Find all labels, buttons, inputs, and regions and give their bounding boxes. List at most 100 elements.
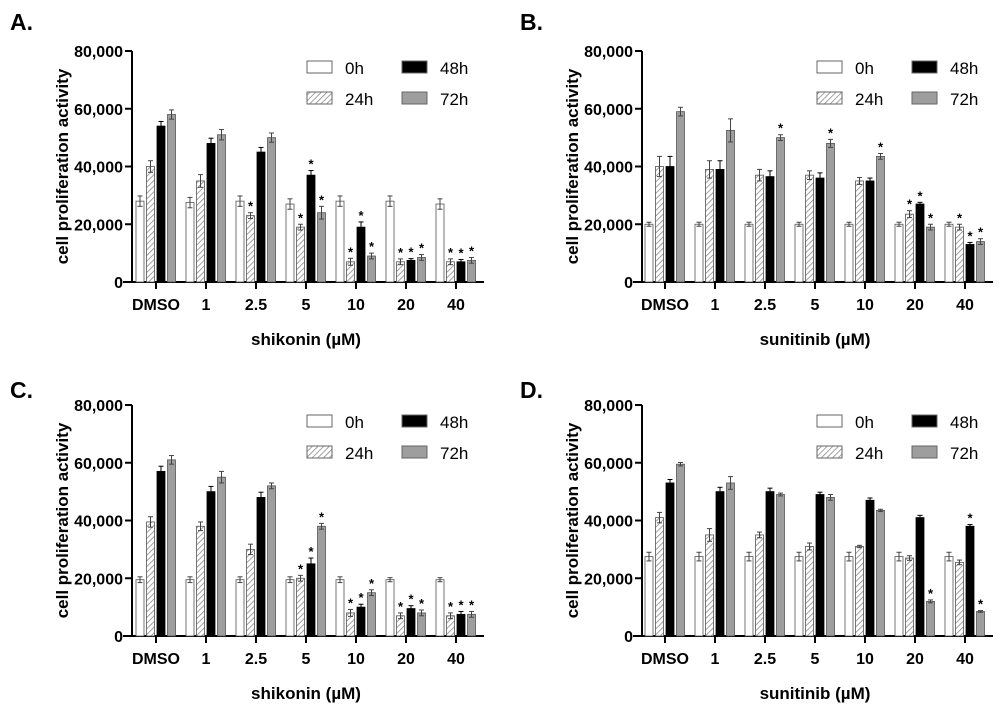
x-tick-label: 2.5 — [245, 297, 267, 314]
y-tick-label: 60,000 — [584, 102, 633, 119]
bar-0h-2.5 — [235, 579, 245, 637]
bar-72h-2.5 — [776, 494, 785, 637]
bar-0h-1 — [185, 202, 195, 283]
significance-star: * — [369, 239, 375, 254]
x-tick-label: 10 — [347, 651, 365, 668]
significance-star: * — [358, 590, 364, 605]
significance-star: * — [308, 544, 314, 559]
bar-48h-2.5 — [765, 491, 775, 637]
legend-label-48h: 48h — [440, 413, 468, 432]
bar-48h-1 — [715, 491, 725, 637]
bar-48h-DMSO — [156, 471, 166, 637]
legend-swatch-48h — [911, 60, 938, 74]
bar-48h-1 — [206, 491, 216, 637]
bar-0h-1 — [185, 579, 195, 637]
bar-48h-2.5 — [256, 496, 266, 637]
bar-48h-20 — [915, 203, 925, 283]
significance-star: * — [978, 597, 984, 612]
significance-star: * — [448, 245, 454, 260]
bar-24h-5 — [296, 577, 305, 637]
y-tick-label: 80,000 — [584, 44, 633, 61]
x-tick-label: 2.5 — [754, 297, 776, 314]
bar-48h-10 — [865, 499, 875, 637]
significance-star: * — [348, 595, 354, 610]
y-tick-label: 80,000 — [584, 398, 633, 415]
significance-star: * — [408, 245, 414, 260]
legend-label-48h: 48h — [950, 413, 978, 432]
legend-swatch-0h — [816, 60, 843, 74]
significance-star: * — [419, 241, 425, 256]
significance-star: * — [957, 210, 963, 225]
bar-72h-1 — [217, 476, 226, 637]
bar-72h-DMSO — [167, 459, 176, 637]
y-tick-label: 20,000 — [74, 217, 123, 234]
significance-star: * — [928, 210, 934, 225]
bar-48h-2.5 — [765, 176, 775, 283]
y-axis-title: cell proliferation activity — [563, 68, 582, 264]
legend-label-48h: 48h — [440, 59, 468, 78]
bar-72h-DMSO — [167, 114, 176, 283]
bar-24h-40 — [955, 226, 964, 283]
bar-0h-10 — [335, 200, 345, 283]
bar-48h-1 — [206, 142, 216, 283]
bar-24h-1 — [196, 180, 205, 283]
x-tick-label: 1 — [202, 297, 211, 314]
x-tick-label: 10 — [347, 297, 365, 314]
x-tick-label: 5 — [302, 297, 311, 314]
bar-0h-1 — [694, 556, 704, 637]
bar-72h-5 — [317, 525, 326, 637]
significance-star: * — [319, 192, 325, 207]
bar-48h-5 — [306, 174, 316, 283]
bar-48h-5 — [815, 494, 825, 637]
bar-0h-5 — [794, 223, 804, 283]
significance-star: * — [928, 586, 934, 601]
significance-star: * — [907, 197, 913, 212]
bar-0h-40 — [944, 556, 954, 637]
y-axis-title: cell proliferation activity — [53, 422, 72, 618]
legend-swatch-0h — [306, 414, 333, 428]
legend-label-72h: 72h — [440, 90, 468, 109]
legend-label-24h: 24h — [855, 444, 883, 463]
bar-48h-DMSO — [665, 166, 675, 283]
bar-0h-40 — [435, 203, 445, 283]
bar-0h-2.5 — [235, 200, 245, 283]
x-axis-title: shikonin (µM) — [251, 684, 361, 703]
significance-star: * — [978, 225, 984, 240]
bar-0h-DMSO — [135, 579, 145, 637]
y-tick-label: 60,000 — [584, 456, 633, 473]
bar-24h-5 — [805, 546, 814, 637]
bar-48h-40 — [456, 261, 466, 283]
bar-72h-1 — [726, 482, 735, 637]
bar-72h-10 — [367, 255, 376, 283]
x-tick-label: DMSO — [132, 651, 180, 668]
legend-swatch-48h — [401, 60, 428, 74]
x-tick-label: 40 — [956, 651, 974, 668]
significance-star: * — [419, 596, 425, 611]
significance-star: * — [469, 243, 475, 258]
legend-label-72h: 72h — [950, 90, 978, 109]
y-tick-label: 80,000 — [74, 398, 123, 415]
significance-star: * — [458, 245, 464, 260]
bar-48h-20 — [915, 517, 925, 637]
bar-72h-10 — [876, 509, 885, 637]
bar-72h-1 — [726, 130, 735, 283]
bar-24h-10 — [855, 180, 864, 283]
bar-0h-1 — [694, 223, 704, 283]
bar-0h-DMSO — [644, 556, 654, 637]
bar-24h-1 — [196, 525, 205, 637]
bar-48h-40 — [965, 525, 975, 637]
bar-24h-DMSO — [146, 166, 155, 283]
legend-label-0h: 0h — [855, 59, 874, 78]
x-tick-label: 20 — [397, 297, 415, 314]
y-tick-label: 80,000 — [74, 44, 123, 61]
bar-72h-10 — [876, 155, 885, 283]
x-tick-label: 2.5 — [754, 651, 776, 668]
y-tick-label: 0 — [624, 629, 633, 646]
bar-24h-2.5 — [246, 548, 255, 637]
legend-swatch-0h — [816, 414, 843, 428]
legend-swatch-48h — [401, 414, 428, 428]
bar-48h-10 — [356, 226, 366, 283]
